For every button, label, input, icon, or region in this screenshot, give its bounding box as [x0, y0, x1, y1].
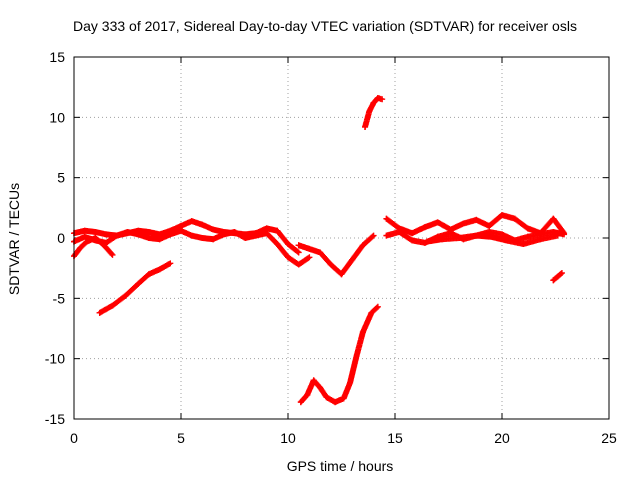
- data-points: [71, 95, 568, 406]
- x-tick-label: 20: [494, 430, 510, 446]
- series-trace: [424, 232, 560, 248]
- y-axis-label: SDTVAR / TECUs: [6, 183, 22, 295]
- series-trace: [362, 95, 384, 130]
- series-track-8: [383, 212, 568, 237]
- axis-ticks: 0 5 10 15 20 25 15 10 5 0 -5 -10 -15: [45, 49, 617, 446]
- x-tick-label: 25: [601, 430, 617, 446]
- series-trace: [297, 304, 380, 406]
- y-tick-label: 15: [49, 49, 65, 65]
- series-trace: [295, 233, 376, 278]
- series-trace: [96, 261, 173, 316]
- y-tick-label: -15: [45, 411, 65, 427]
- series-track-5: [295, 232, 377, 278]
- y-tick-label: -10: [45, 351, 65, 367]
- y-tick-label: 5: [57, 170, 65, 186]
- plot-frame: [73, 56, 610, 420]
- chart-title: Day 333 of 2017, Sidereal Day-to-day VTE…: [73, 18, 577, 34]
- series-trace: [383, 212, 567, 237]
- series-track-4: [96, 260, 174, 316]
- y-tick-label: -5: [53, 290, 66, 306]
- x-tick-label: 10: [280, 430, 296, 446]
- series-track-11: [550, 269, 565, 284]
- series-track-3: [71, 235, 116, 260]
- x-tick-label: 0: [70, 430, 78, 446]
- y-tick-label: 0: [57, 230, 65, 246]
- x-tick-label: 15: [387, 430, 403, 446]
- x-axis-label: GPS time / hours: [287, 458, 394, 474]
- y-tick-label: 10: [49, 109, 65, 125]
- series-trace: [550, 270, 564, 284]
- series-track-6: [297, 303, 381, 406]
- series-track-7: [362, 95, 386, 130]
- x-tick-label: 5: [177, 430, 185, 446]
- series-track-10: [424, 232, 561, 248]
